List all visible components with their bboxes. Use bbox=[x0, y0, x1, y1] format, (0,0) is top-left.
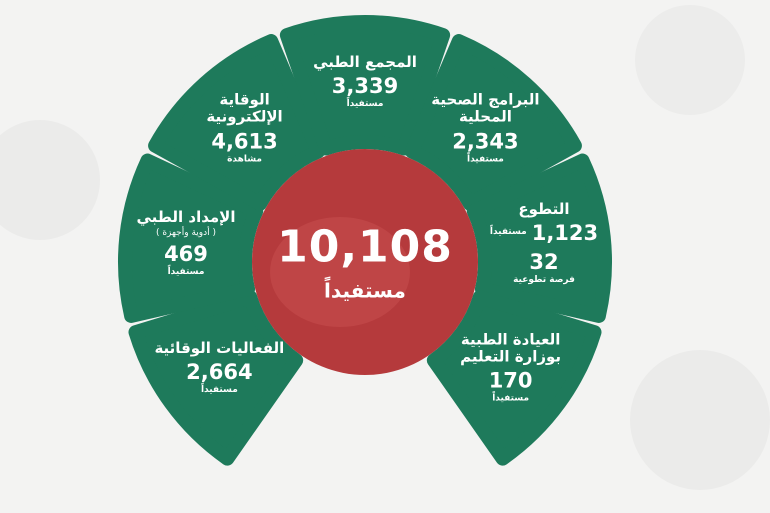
segment-title: الفعاليات الوقائية bbox=[154, 338, 285, 357]
segment-label: الوقاية الإلكترونية 4,613 مشاهدة bbox=[180, 90, 310, 165]
total-label: مستفيداً bbox=[324, 278, 406, 303]
segment-wedge bbox=[148, 34, 326, 211]
segment-unit: مستفيداً bbox=[467, 154, 504, 165]
total-value: 10,108 bbox=[277, 221, 453, 273]
segment-wedge bbox=[128, 290, 304, 466]
segment-value: 1,123 bbox=[531, 221, 599, 246]
segment-wedge bbox=[118, 153, 264, 323]
segment-title: العيادة الطبية بوزارة التعليم bbox=[460, 330, 562, 366]
segment-title: الوقاية الإلكترونية bbox=[206, 90, 283, 126]
segment-label: المجمع الطبي 3,339 مستفيداً bbox=[300, 53, 430, 110]
segment-unit: مستفيداً bbox=[167, 266, 205, 277]
segment-unit: مستفيداً bbox=[346, 99, 384, 110]
segment-label: الفعاليات الوقائية 2,664 مستفيداً bbox=[154, 338, 285, 396]
segment-value: 469 bbox=[164, 241, 208, 266]
segment-value: 2,664 bbox=[186, 360, 253, 385]
segment-note: ( أدوية وأجهزة ) bbox=[155, 228, 216, 239]
segment-wedge bbox=[279, 15, 451, 156]
segment-label: الإمداد الطبي( أدوية وأجهزة ) 469 مستفيداً bbox=[121, 208, 251, 277]
segment-value: 4,613 bbox=[211, 129, 278, 154]
segment-label: العيادة الطبية بوزارة التعليم 170 مستفيداً bbox=[446, 331, 576, 404]
segment-unit: مستفيداً bbox=[492, 393, 530, 404]
segment-title: البرامج الصحية المحلية bbox=[431, 90, 540, 126]
segment-wedge bbox=[404, 34, 582, 211]
segment-unit-2: فرصة تطوعية bbox=[513, 274, 575, 285]
segment-value-2: 32 bbox=[529, 249, 559, 274]
segment-title: المجمع الطبي bbox=[313, 53, 417, 72]
segment-title: التطوع bbox=[518, 200, 570, 219]
segment-unit: مستفيداً bbox=[489, 227, 527, 238]
segment-unit: مستفيداً bbox=[200, 385, 238, 396]
segment-label: التطوع 1,123 مستفيداً 32 فرصة تطوعية bbox=[479, 200, 609, 285]
segment-unit: مشاهدة bbox=[227, 154, 262, 165]
segment-wedge bbox=[466, 153, 612, 323]
total-beneficiaries: 10,108 مستفيداً bbox=[277, 222, 453, 303]
segment-label: البرامج الصحية المحلية 2,343 مستفيداً bbox=[420, 90, 550, 165]
center-photo-shade bbox=[270, 217, 410, 327]
segment-value: 3,339 bbox=[331, 74, 399, 99]
segment-value: 170 bbox=[488, 368, 533, 393]
segment-value: 2,343 bbox=[452, 129, 519, 154]
segment-wedge bbox=[426, 290, 602, 466]
segment-title: الإمداد الطبي bbox=[136, 208, 236, 227]
